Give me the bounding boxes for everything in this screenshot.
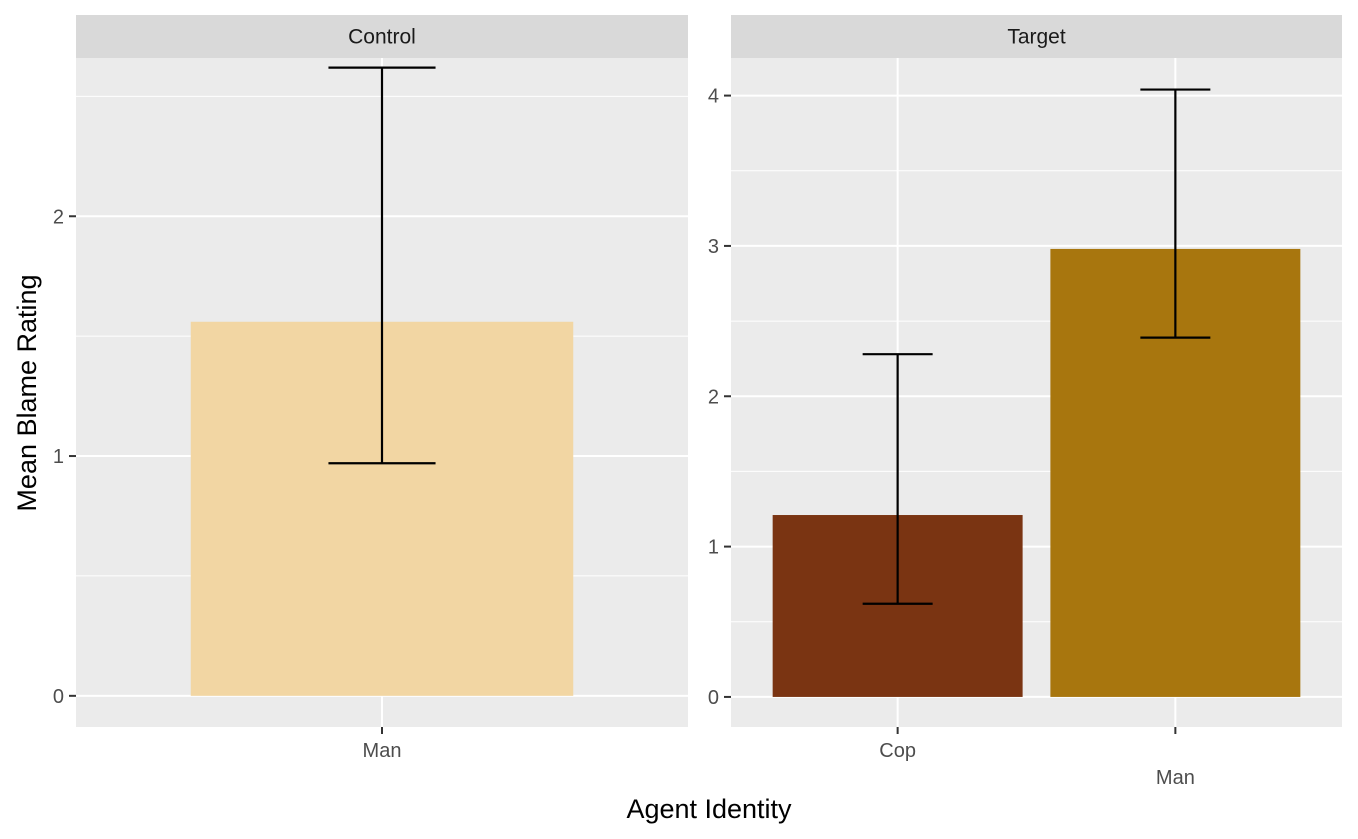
panel-control: Control 0 1 2 Man xyxy=(53,15,688,762)
y-tick-label: 0 xyxy=(708,687,719,709)
x-tick-label: Man xyxy=(1156,767,1195,789)
y-tick-label: 1 xyxy=(708,537,719,559)
y-tick-label: 0 xyxy=(53,686,64,708)
facet-strip-label: Target xyxy=(1007,26,1066,49)
x-tick-label: Man xyxy=(363,740,402,762)
panels-layer: Control 0 1 2 Man Target 0 1 2 3 4 Cop Man xyxy=(53,15,1342,789)
y-tick-label: 3 xyxy=(708,236,719,258)
y-tick-label: 2 xyxy=(53,206,64,228)
facet-strip-label: Control xyxy=(348,26,416,49)
x-tick-label: Cop xyxy=(879,740,916,762)
y-tick-label: 2 xyxy=(708,386,719,408)
y-axis-title: Mean Blame Rating xyxy=(12,274,42,511)
x-axis-title: Agent Identity xyxy=(626,794,792,824)
y-tick-label: 4 xyxy=(708,86,719,108)
facet-strip xyxy=(731,15,1342,58)
y-tick-label: 1 xyxy=(53,446,64,468)
facet-strip xyxy=(76,15,688,58)
panel-target: Target 0 1 2 3 4 Cop Man xyxy=(708,15,1342,789)
